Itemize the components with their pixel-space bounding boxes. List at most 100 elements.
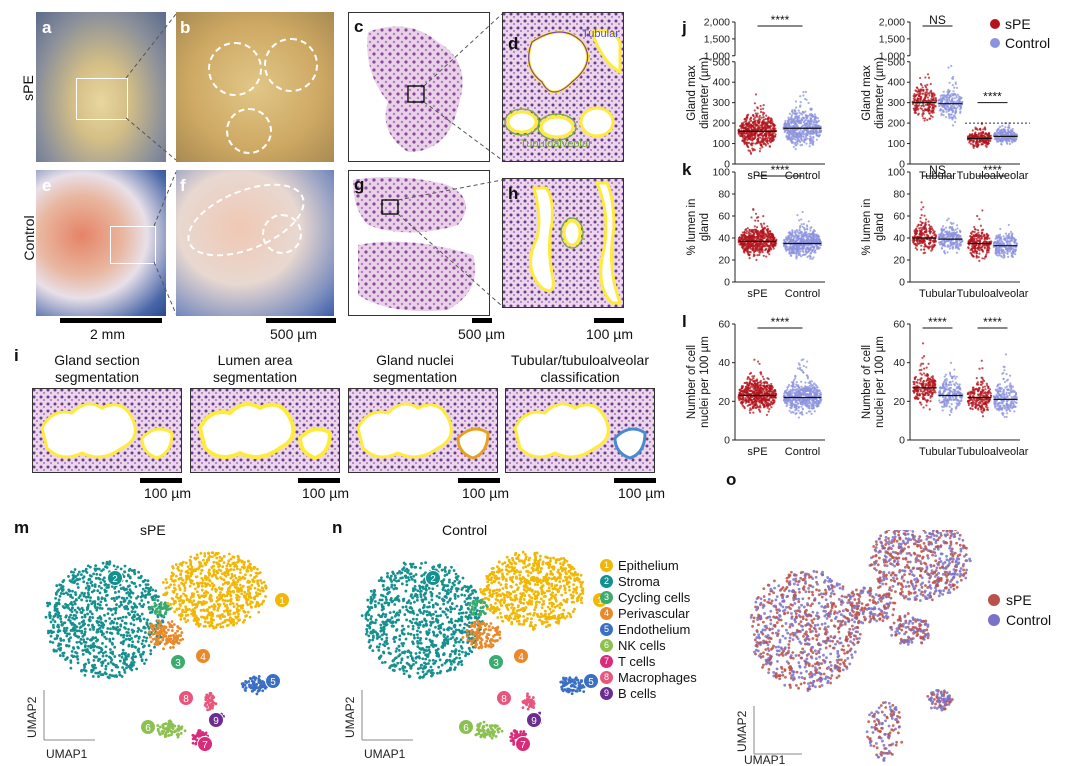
data-point [947, 106, 950, 109]
data-point [766, 142, 770, 145]
scale-bar [472, 318, 492, 323]
data-point [934, 96, 937, 100]
data-point [749, 378, 752, 381]
data-point [757, 397, 761, 400]
data-point [796, 249, 799, 252]
data-point [739, 390, 742, 394]
data-point [919, 97, 922, 100]
data-point [754, 219, 757, 222]
data-point [955, 86, 959, 90]
data-point [923, 248, 926, 251]
data-point [742, 127, 745, 130]
data-point [752, 411, 755, 414]
data-point [765, 413, 769, 417]
data-point [762, 404, 765, 407]
data-point [798, 363, 801, 367]
data-point [757, 127, 760, 130]
data-point [914, 111, 918, 114]
data-point [933, 94, 936, 97]
scale-label: 2 mm [90, 326, 125, 342]
data-point [947, 66, 950, 69]
data-point [751, 147, 754, 150]
data-point [761, 384, 764, 387]
data-point [950, 104, 953, 108]
label-tubular: Tubular [582, 28, 619, 40]
data-point [754, 93, 758, 96]
y-tick-label: 500 [712, 56, 730, 68]
data-point [951, 99, 954, 102]
data-point [946, 99, 949, 102]
data-point [1000, 255, 1003, 258]
data-point [792, 131, 795, 135]
data-point [799, 101, 802, 104]
data-point [787, 137, 790, 140]
data-point [927, 246, 931, 249]
data-point [786, 239, 789, 242]
data-point [1004, 131, 1007, 134]
data-point [788, 124, 792, 128]
data-point [794, 100, 798, 103]
data-point [737, 397, 741, 400]
data-point [756, 112, 759, 115]
data-point [755, 246, 759, 249]
data-point [807, 101, 810, 105]
data-point [931, 229, 935, 232]
data-point [802, 222, 806, 226]
data-point [954, 93, 957, 96]
data-point [791, 134, 794, 137]
data-point [808, 145, 811, 148]
data-point [924, 84, 927, 87]
data-point [788, 409, 791, 412]
data-point [792, 252, 795, 255]
data-point [980, 229, 983, 232]
data-point [973, 251, 976, 254]
data-point [752, 379, 755, 383]
data-point [801, 225, 804, 228]
data-point [971, 143, 974, 146]
data-point [761, 388, 764, 391]
data-point [819, 125, 822, 128]
photo-b [176, 12, 334, 162]
data-point [924, 76, 927, 79]
data-point [741, 247, 745, 250]
data-point [797, 118, 800, 122]
data-point [816, 120, 819, 123]
data-point [790, 240, 794, 243]
data-point [926, 118, 929, 122]
data-point [818, 131, 822, 134]
data-point [785, 134, 788, 138]
scale-bar [140, 478, 182, 483]
data-point [994, 250, 998, 254]
data-point [759, 132, 762, 135]
data-point [801, 234, 805, 237]
data-point [753, 148, 756, 152]
data-point [772, 401, 775, 404]
data-point [758, 253, 761, 257]
data-point [944, 116, 948, 119]
data-point [989, 134, 992, 137]
data-point [799, 240, 802, 243]
data-point [746, 143, 749, 146]
data-point [972, 238, 975, 242]
data-point [947, 98, 951, 101]
data-point [795, 136, 798, 139]
data-point [753, 233, 756, 236]
data-point [922, 206, 925, 209]
data-point [768, 407, 771, 411]
data-point [802, 240, 806, 243]
data-point [788, 252, 791, 255]
scale-bar [60, 318, 162, 323]
data-point [766, 377, 769, 380]
data-point [951, 124, 955, 127]
data-point [813, 120, 816, 123]
data-point [924, 117, 927, 120]
data-point [985, 244, 989, 247]
data-point [915, 104, 918, 107]
data-point [969, 235, 972, 238]
data-point [815, 389, 818, 392]
data-point [768, 133, 771, 136]
data-point [981, 209, 984, 212]
data-point [927, 220, 930, 223]
data-point [955, 94, 958, 98]
